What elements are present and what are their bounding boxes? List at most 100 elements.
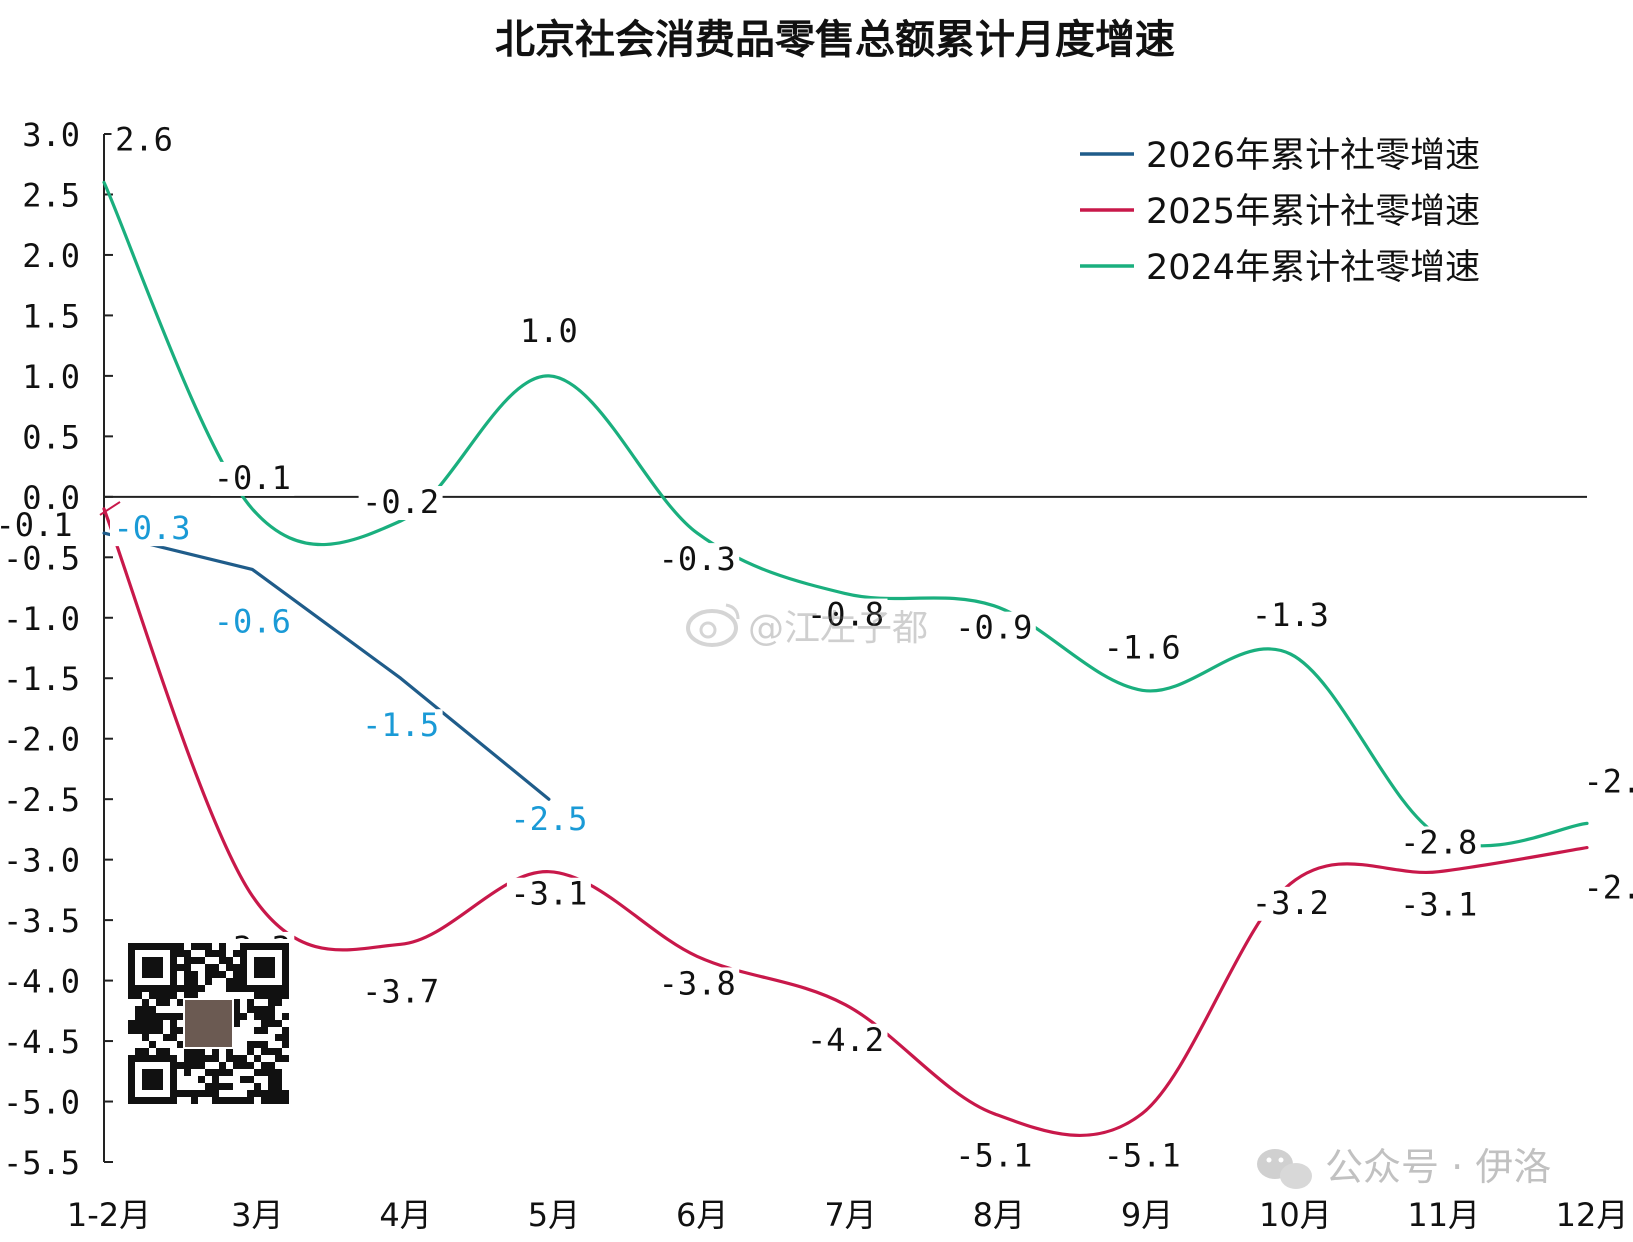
qr-module bbox=[261, 1069, 268, 1076]
y-tick-label: 1.5 bbox=[22, 297, 80, 335]
data-label-bg bbox=[1396, 826, 1481, 861]
qr-module bbox=[261, 1097, 268, 1104]
qr-module bbox=[184, 1069, 191, 1076]
qr-module bbox=[233, 1020, 240, 1027]
data-label: -4.2 bbox=[807, 1021, 884, 1059]
qr-module bbox=[275, 1020, 282, 1027]
qr-module bbox=[275, 1083, 282, 1090]
qr-module bbox=[275, 999, 282, 1006]
qr-module bbox=[184, 985, 191, 992]
qr-module bbox=[226, 957, 233, 964]
qr-module bbox=[275, 1034, 282, 1041]
qr-finder-inner bbox=[254, 957, 275, 978]
qr-module bbox=[268, 1020, 275, 1027]
data-label-bg bbox=[111, 123, 177, 158]
qr-module bbox=[254, 1041, 261, 1048]
qr-module bbox=[212, 950, 219, 957]
qr-module bbox=[184, 964, 191, 971]
qr-module bbox=[226, 964, 233, 971]
qr-module bbox=[247, 1076, 254, 1083]
data-label: -3.7 bbox=[362, 972, 439, 1010]
qr-module bbox=[149, 1020, 156, 1027]
y-tick-label: 3.0 bbox=[22, 116, 80, 154]
qr-module bbox=[268, 1062, 275, 1069]
data-label: -2.7 bbox=[1583, 762, 1633, 800]
qr-module bbox=[142, 1013, 149, 1020]
qr-module bbox=[261, 1041, 268, 1048]
qr-module bbox=[261, 1062, 268, 1069]
data-label: -0.9 bbox=[955, 609, 1032, 647]
qr-module bbox=[233, 978, 240, 985]
qr-module bbox=[261, 1048, 268, 1055]
qr-module bbox=[226, 985, 233, 992]
qr-module bbox=[233, 971, 240, 978]
qr-module bbox=[177, 1090, 184, 1097]
qr-module bbox=[156, 999, 163, 1006]
data-label-bg bbox=[655, 967, 740, 1002]
qr-module bbox=[177, 1062, 184, 1069]
qr-module bbox=[149, 1013, 156, 1020]
x-tick-label: 11月 bbox=[1407, 1196, 1480, 1234]
qr-module bbox=[233, 1055, 240, 1062]
qr-module bbox=[184, 1048, 191, 1055]
qr-module bbox=[268, 1013, 275, 1020]
data-label: -0.3 bbox=[113, 509, 190, 547]
qr-module bbox=[261, 1013, 268, 1020]
qr-module bbox=[142, 1006, 149, 1013]
x-tick-label: 1-2月 bbox=[67, 1196, 151, 1234]
data-label: -1.5 bbox=[362, 706, 439, 744]
data-label-bg bbox=[358, 975, 443, 1010]
qr-module bbox=[240, 1076, 247, 1083]
data-label-bg bbox=[210, 605, 295, 640]
qr-module bbox=[128, 1020, 135, 1027]
qr-module bbox=[247, 1062, 254, 1069]
qr-module bbox=[170, 1027, 177, 1034]
qr-code bbox=[124, 939, 293, 1108]
data-label-bg bbox=[506, 803, 591, 838]
x-tick-label: 10月 bbox=[1259, 1196, 1332, 1234]
data-label: -3.2 bbox=[1252, 884, 1329, 922]
qr-module bbox=[254, 1090, 261, 1097]
qr-module bbox=[268, 1076, 275, 1083]
qr-module bbox=[240, 1062, 247, 1069]
qr-module bbox=[219, 957, 226, 964]
qr-module bbox=[170, 1013, 177, 1020]
data-label-bg bbox=[1580, 871, 1633, 906]
qr-module bbox=[156, 1013, 163, 1020]
qr-module bbox=[205, 1090, 212, 1097]
data-labels: 2.6 -0.1 -0.2 1.0 -0.3 -0.8 -0.9 -1.6 -1.3 -2.8 -2… bbox=[0, 120, 1633, 1175]
qr-module bbox=[163, 1013, 170, 1020]
data-label-bg bbox=[506, 877, 591, 912]
y-tick-label: 1.0 bbox=[22, 358, 80, 396]
qr-module bbox=[254, 1027, 261, 1034]
series-line bbox=[102, 180, 1589, 848]
qr-module bbox=[219, 943, 226, 950]
qr-module bbox=[254, 1069, 261, 1076]
qr-module bbox=[219, 971, 226, 978]
qr-module bbox=[226, 1097, 233, 1104]
qr-module bbox=[261, 1027, 268, 1034]
qr-module bbox=[184, 957, 191, 964]
qr-module bbox=[191, 992, 198, 999]
qr-module bbox=[142, 1048, 149, 1055]
legend-label: 2024年累计社零增速 bbox=[1146, 248, 1480, 288]
qr-module bbox=[191, 978, 198, 985]
x-tick-label: 6月 bbox=[676, 1196, 728, 1234]
qr-module bbox=[205, 943, 212, 950]
data-label: -0.8 bbox=[807, 596, 884, 634]
data-label: 2.6 bbox=[115, 120, 173, 158]
data-label-bg bbox=[1100, 631, 1185, 666]
y-tick-label: -1.5 bbox=[3, 660, 80, 698]
data-label-bg bbox=[1248, 599, 1333, 634]
qr-module bbox=[212, 1083, 219, 1090]
qr-module bbox=[261, 1020, 268, 1027]
qr-module bbox=[275, 1076, 282, 1083]
wechat-icon bbox=[1257, 1149, 1312, 1189]
y-tick-label: -0.5 bbox=[3, 539, 80, 577]
data-label: 1.0 bbox=[520, 312, 578, 350]
data-label-bg bbox=[210, 461, 295, 496]
qr-module bbox=[212, 1048, 219, 1055]
qr-module bbox=[212, 971, 219, 978]
data-label-bg bbox=[1248, 886, 1333, 921]
data-label-bg bbox=[1580, 765, 1633, 800]
